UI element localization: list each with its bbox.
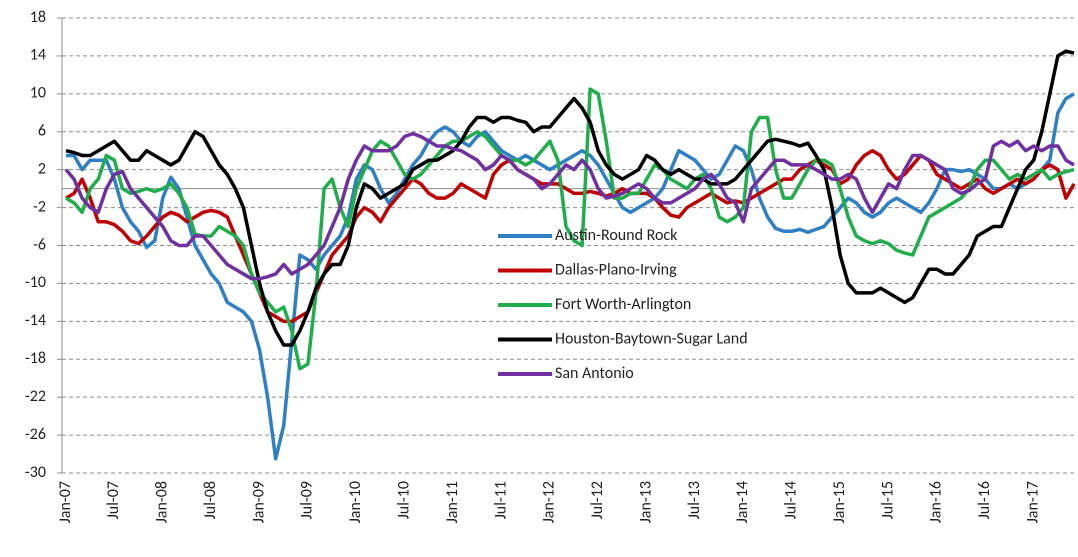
x-tick-label: Jan-13 [636,481,655,523]
legend-label: San Antonio [555,364,634,383]
x-tick-label: Jan-14 [733,481,752,523]
x-tick-label: Jan-11 [443,481,462,523]
x-tick-label: Jan-15 [830,481,849,523]
y-tick-label: 10 [30,84,46,103]
x-tick-label: Jul-10 [395,481,414,519]
x-tick-label: Jan-08 [153,481,172,523]
y-tick-label: 6 [38,122,46,141]
x-tick-label: Jan-17 [1023,481,1042,523]
legend-label: Austin-Round Rock [555,226,678,245]
y-tick-label: -10 [25,273,46,292]
x-tick-label: Jul-15 [878,481,897,519]
x-tick-label: Jul-07 [104,481,123,519]
x-tick-label: Jul-12 [588,481,607,519]
y-tick-label: 2 [38,159,46,178]
y-tick-label: -14 [25,311,46,330]
y-tick-label: -22 [25,387,46,406]
y-tick-label: 18 [30,8,46,27]
legend-label: Dallas-Plano-Irving [555,260,677,279]
y-tick-label: -6 [33,235,46,254]
series-line [65,49,1075,347]
y-tick-label: -30 [25,463,46,482]
y-tick-label: -2 [33,197,46,216]
x-tick-label: Jul-08 [201,481,220,519]
series-line [64,131,1075,281]
y-tick-label: -26 [25,425,46,444]
x-tick-label: Jan-09 [249,481,268,523]
x-tick-label: Jul-09 [298,481,317,519]
x-tick-label: Jan-07 [56,481,75,523]
series-line [66,92,1075,461]
legend-label: Houston-Baytown-Sugar Land [555,329,748,348]
x-tick-label: Jul-11 [491,481,510,519]
legend-label: Fort Worth-Arlington [555,295,691,314]
x-tick-label: Jan-10 [346,481,365,523]
x-tick-label: Jul-16 [975,481,994,519]
x-tick-label: Jan-16 [927,481,946,523]
series-line [65,148,1076,324]
y-tick-label: -18 [25,349,46,368]
x-tick-label: Jan-12 [540,481,559,523]
x-tick-label: Jul-13 [685,481,704,519]
x-tick-label: Jul-14 [782,481,801,519]
series-line [65,87,1075,371]
y-tick-label: 14 [30,46,46,65]
